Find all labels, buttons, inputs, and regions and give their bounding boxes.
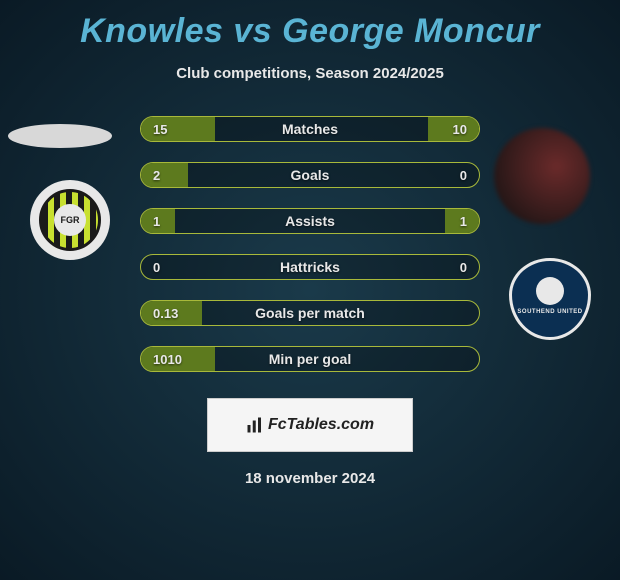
fctables-watermark[interactable]: FcTables.com [207,398,413,452]
club-badge-text: SOUTHEND UNITED [517,309,582,315]
stat-label: Hattricks [141,255,479,279]
player-right-club-badge: SOUTHEND UNITED [500,258,600,340]
club-badge-shield-icon: SOUTHEND UNITED [509,258,591,340]
stat-row: 1Assists1 [140,208,480,234]
stats-bars-icon [246,416,264,434]
stat-value-right: 0 [460,163,467,187]
stat-row: 1010Min per goal [140,346,480,372]
snapshot-date: 18 november 2024 [0,470,620,487]
stat-value-right: 0 [460,255,467,279]
comparison-title: Knowles vs George Moncur [0,0,620,51]
stat-value-right: 1 [460,209,467,233]
player-left-avatar [8,124,112,148]
stat-label: Assists [141,209,479,233]
stat-label: Matches [141,117,479,141]
football-icon [536,277,564,305]
player-left-club-badge [30,180,110,260]
stat-label: Goals [141,163,479,187]
stat-row: 0.13Goals per match [140,300,480,326]
stat-value-right: 10 [453,117,467,141]
stat-row: 15Matches10 [140,116,480,142]
stat-row: 2Goals0 [140,162,480,188]
comparison-subtitle: Club competitions, Season 2024/2025 [0,65,620,82]
player-right-avatar [494,128,590,224]
watermark-text: FcTables.com [268,416,374,434]
stat-label: Min per goal [141,347,479,371]
stat-label: Goals per match [141,301,479,325]
club-badge-fgr-icon [39,189,101,251]
stat-row: 0Hattricks0 [140,254,480,280]
